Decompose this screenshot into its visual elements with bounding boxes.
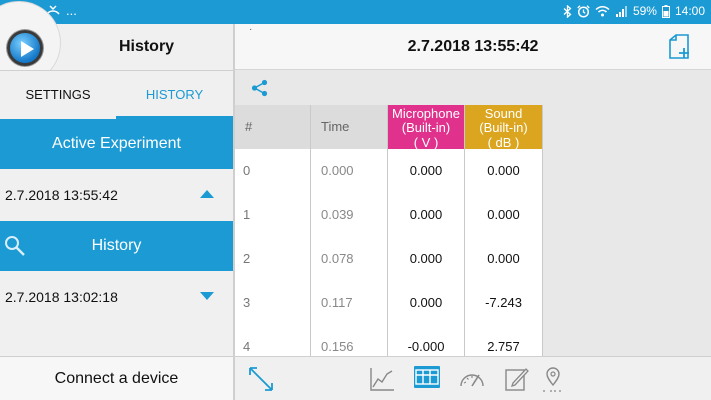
gauge-icon[interactable] xyxy=(459,366,485,392)
bluetooth-icon xyxy=(563,4,572,18)
active-tab-indicator xyxy=(116,116,233,119)
panel-separator xyxy=(233,24,235,400)
cell-microphone: 0.000 xyxy=(388,281,464,325)
history-header-label: History xyxy=(91,237,142,254)
column-index: # 0 1 2 3 4 xyxy=(235,105,311,356)
header-microphone[interactable]: Microphone (Built-in) ( V ) xyxy=(388,105,464,149)
share-icon[interactable] xyxy=(251,79,269,97)
sidebar-empty-space xyxy=(0,323,233,357)
cell-microphone: 0.000 xyxy=(388,149,464,193)
cell-sound: 2.757 xyxy=(465,325,542,356)
column-microphone: Microphone (Built-in) ( V ) 0.000 0.000 … xyxy=(388,105,465,356)
missed-call-icon xyxy=(46,4,60,15)
expand-icon[interactable] xyxy=(248,366,274,392)
cell-time: 0.039 xyxy=(311,193,387,237)
experiment-title: 2.7.2018 13:55:42 xyxy=(407,38,539,55)
tab-history[interactable]: HISTORY xyxy=(145,87,204,102)
status-bar-right: 59% 14:00 xyxy=(563,4,705,18)
more-notifications: ... xyxy=(66,3,77,18)
header-sound-label: Sound (Built-in) ( dB ) xyxy=(479,106,528,150)
history-header[interactable]: History xyxy=(0,221,233,271)
notes-icon[interactable] xyxy=(504,366,530,392)
header-sound[interactable]: Sound (Built-in) ( dB ) xyxy=(465,105,542,149)
new-document-icon[interactable] xyxy=(667,34,693,60)
signal-icon xyxy=(615,6,627,17)
corner-mark: · xyxy=(249,24,253,35)
cell-index: 0 xyxy=(235,149,310,193)
alarm-icon xyxy=(577,4,590,18)
sidebar: History SETTINGS HISTORY Active Experime… xyxy=(0,2,233,400)
cell-microphone: 0.000 xyxy=(388,193,464,237)
header-microphone-label: Microphone (Built-in) ( V ) xyxy=(392,106,460,150)
line-graph-icon[interactable] xyxy=(369,366,395,392)
status-bar: ... 59% 14:00 xyxy=(0,0,711,24)
history-item[interactable]: 2.7.2018 13:02:18 xyxy=(0,271,233,323)
connect-device-button[interactable]: Connect a device xyxy=(0,356,233,400)
view-toolbar xyxy=(235,356,711,400)
cell-index: 2 xyxy=(235,237,310,281)
tab-settings[interactable]: SETTINGS xyxy=(25,87,91,102)
cell-sound: 0.000 xyxy=(465,237,542,281)
cell-time: 0.078 xyxy=(311,237,387,281)
cell-time: 0.156 xyxy=(311,325,387,356)
active-experiment-header: Active Experiment xyxy=(0,119,233,169)
clock: 14:00 xyxy=(674,4,705,18)
cell-time: 0.000 xyxy=(311,149,387,193)
sidebar-tabs: SETTINGS HISTORY xyxy=(0,71,233,119)
wifi-icon xyxy=(595,5,610,17)
column-sound: Sound (Built-in) ( dB ) 0.000 0.000 0.00… xyxy=(465,105,543,356)
map-pin-icon[interactable] xyxy=(540,366,566,394)
sidebar-title: History xyxy=(118,38,175,55)
cell-microphone: 0.000 xyxy=(388,237,464,281)
share-toolbar xyxy=(235,71,711,105)
expand-down-icon[interactable] xyxy=(199,291,215,301)
cell-time: 0.117 xyxy=(311,281,387,325)
header-index: # xyxy=(235,105,310,149)
cell-index: 1 xyxy=(235,193,310,237)
cell-sound: -7.243 xyxy=(465,281,542,325)
search-icon[interactable] xyxy=(4,235,26,257)
header-time: Time xyxy=(311,105,387,149)
divider xyxy=(0,70,233,71)
table-view-icon[interactable] xyxy=(414,366,440,388)
battery-icon xyxy=(661,4,670,18)
active-experiment-item[interactable]: 2.7.2018 13:55:42 xyxy=(0,169,233,221)
active-experiment-date: 2.7.2018 13:55:42 xyxy=(5,187,118,203)
cell-index: 4 xyxy=(235,325,310,356)
cell-index: 3 xyxy=(235,281,310,325)
main-header: · 2.7.2018 13:55:42 xyxy=(235,24,711,70)
battery-percent: 59% xyxy=(632,4,657,18)
cell-microphone: -0.000 xyxy=(388,325,464,356)
column-time: Time 0.000 0.039 0.078 0.117 0.156 xyxy=(311,105,388,356)
collapse-up-icon[interactable] xyxy=(199,189,215,199)
play-icon[interactable] xyxy=(7,30,43,66)
cell-sound: 0.000 xyxy=(465,193,542,237)
cell-sound: 0.000 xyxy=(465,149,542,193)
history-date: 2.7.2018 13:02:18 xyxy=(5,289,118,305)
